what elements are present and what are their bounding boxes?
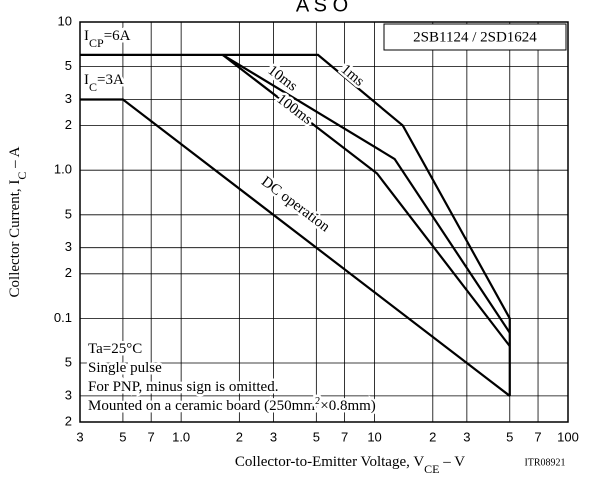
y-tick-label: 0.1: [54, 310, 72, 325]
x-tick-label: 7: [341, 429, 348, 444]
y-tick-label: 3: [65, 387, 72, 402]
x-tick-label: 10: [367, 429, 381, 444]
y-tick-label: 1.0: [54, 162, 72, 177]
y-axis-label-part: C: [15, 172, 29, 180]
series-line: [80, 53, 511, 396]
x-tick-label: 3: [76, 429, 83, 444]
y-tick-label: 3: [65, 91, 72, 106]
y-tick-label: 2: [65, 413, 72, 428]
annotation-part: =6A: [104, 28, 131, 44]
y-tick-label: 2: [65, 265, 72, 280]
x-tick-label: 3: [463, 429, 470, 444]
x-axis-label-part: Collector-to-Emitter Voltage, V: [235, 454, 424, 470]
x-axis-label: Collector-to-Emitter Voltage, VCE – V: [235, 454, 465, 475]
annotation-part: I: [84, 72, 89, 88]
y-axis-label-part: Collector Current, I: [7, 180, 23, 298]
y-tick-label: 3: [65, 239, 72, 254]
plot: [79, 21, 569, 423]
annotation: ICP=6A: [84, 28, 131, 49]
annotation: IC=3A: [84, 72, 124, 93]
series-line: [222, 53, 511, 334]
series-line: [80, 98, 511, 397]
note: Mounted on a ceramic board (250mm2×0.8mm…: [88, 396, 376, 415]
x-tick-label: 2: [429, 429, 436, 444]
x-tick-label: 7: [534, 429, 541, 444]
chart-title: A S O: [296, 0, 348, 16]
y-tick-label: 5: [65, 206, 72, 221]
figure-code: ITR08921: [524, 457, 565, 468]
y-tick-label: 5: [65, 354, 72, 369]
x-tick-label: 1.0: [172, 429, 190, 444]
x-tick-label: 5: [506, 429, 513, 444]
note-part: 2: [315, 396, 320, 407]
x-tick-label: 2: [236, 429, 243, 444]
y-tick-label: 10: [58, 13, 72, 28]
y-axis-label-part: – A: [7, 146, 23, 171]
series-line: [222, 54, 511, 347]
series-label: 1ms: [338, 61, 368, 89]
note-part: Single pulse: [88, 360, 162, 376]
x-tick-label: 5: [313, 429, 320, 444]
note-part: For PNP, minus sign is omitted.: [88, 379, 278, 395]
x-axis-label-part: – V: [440, 454, 466, 470]
model-label: 2SB1124 / 2SD1624: [413, 29, 537, 45]
series-label: DC operation: [258, 174, 333, 236]
model-box: [383, 23, 567, 51]
annotation-part: CP: [89, 36, 104, 50]
note: Ta=25°C: [88, 341, 142, 357]
note-part: Ta=25°C: [88, 341, 142, 357]
x-tick-label: 5: [119, 429, 126, 444]
annotation-part: I: [84, 28, 89, 44]
annotation-part: =3A: [97, 72, 124, 88]
series-label: 100ms: [274, 91, 316, 128]
y-tick-label: 2: [65, 117, 72, 132]
y-tick-label: 5: [65, 58, 72, 73]
x-tick-label: 7: [148, 429, 155, 444]
y-axis-label: Collector Current, IC – A: [7, 146, 28, 297]
note: For PNP, minus sign is omitted.: [88, 379, 278, 395]
note: Single pulse: [88, 360, 162, 376]
x-tick-label: 100: [557, 429, 579, 444]
x-tick-label: 3: [270, 429, 277, 444]
x-axis-label-part: CE: [424, 462, 439, 476]
note-part: ×0.8mm): [320, 398, 376, 414]
note-part: Mounted on a ceramic board (250mm: [88, 398, 315, 414]
annotation-part: C: [89, 80, 97, 94]
